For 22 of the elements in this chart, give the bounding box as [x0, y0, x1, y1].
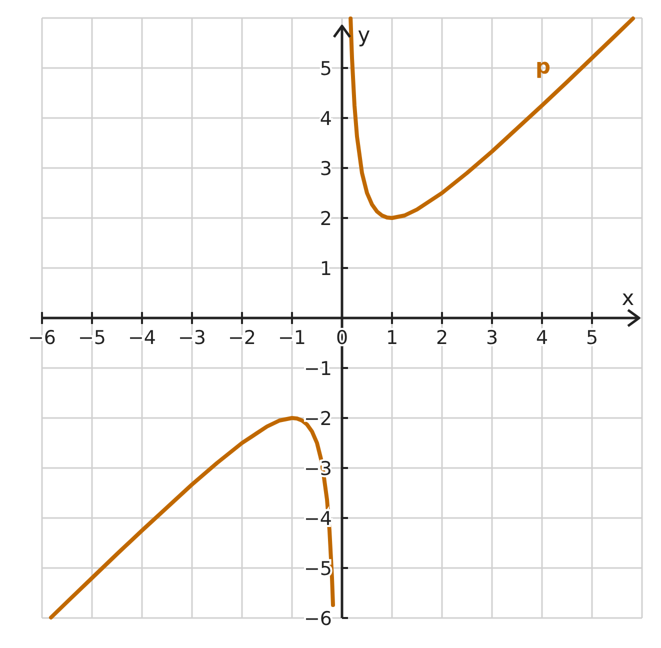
- y-tick-label: 1: [320, 258, 332, 280]
- y-tick-label: −6: [304, 608, 332, 630]
- x-tick-label: −2: [228, 327, 256, 349]
- series-label: p: [535, 54, 551, 78]
- x-tick-label: 4: [536, 327, 548, 349]
- x-tick-label: 2: [436, 327, 448, 349]
- x-tick-label: −5: [78, 327, 106, 349]
- y-tick-label: 5: [320, 58, 332, 80]
- x-axis-title: x: [622, 286, 634, 310]
- x-tick-label: −1: [278, 327, 306, 349]
- x-tick-label: 1: [386, 327, 398, 349]
- x-tick-label: −6: [28, 327, 56, 349]
- y-axis-title: y: [358, 23, 370, 47]
- x-tick-label: 5: [586, 327, 598, 349]
- x-tick-label: 3: [486, 327, 498, 349]
- x-tick-label: −3: [178, 327, 206, 349]
- y-tick-label: −1: [304, 358, 332, 380]
- y-tick-label: −2: [304, 408, 332, 430]
- y-tick-label: 2: [320, 208, 332, 230]
- x-tick-label: −4: [128, 327, 156, 349]
- y-tick-label: 3: [320, 158, 332, 180]
- y-tick-label: 4: [320, 108, 332, 130]
